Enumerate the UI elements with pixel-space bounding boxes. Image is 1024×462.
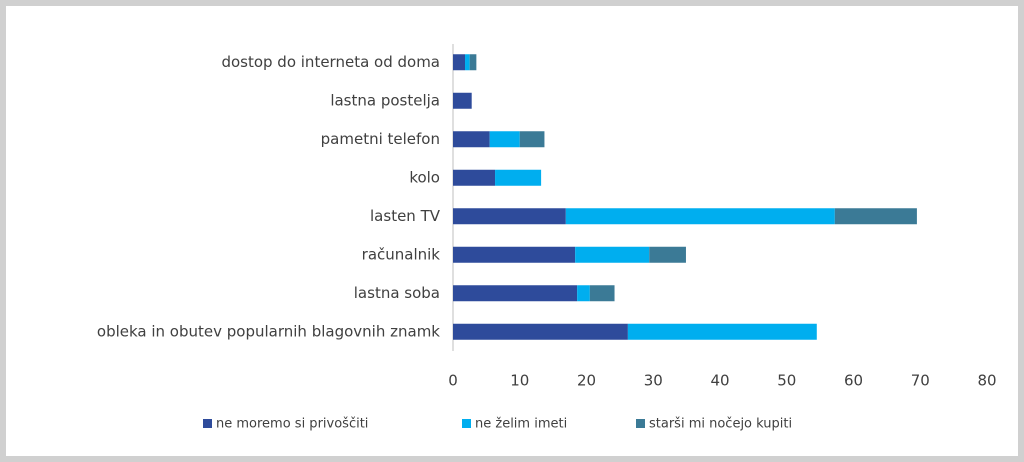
bar-segment bbox=[453, 54, 466, 71]
y-tick-label: dostop do interneta od doma bbox=[221, 53, 440, 71]
y-tick-label: lastna postelja bbox=[330, 91, 440, 109]
bar-segment bbox=[453, 131, 490, 148]
bar-segment bbox=[489, 131, 520, 148]
legend-label: ne želim imeti bbox=[475, 417, 567, 432]
x-tick-label: 10 bbox=[510, 372, 529, 390]
bar-segment bbox=[649, 246, 686, 263]
bar-segment bbox=[453, 208, 566, 225]
bar-segment bbox=[575, 246, 650, 263]
x-tick-label: 60 bbox=[844, 372, 863, 390]
x-tick-label: 30 bbox=[644, 372, 663, 390]
bar-segment bbox=[453, 169, 496, 186]
bar-segment bbox=[565, 208, 835, 225]
legend-label: starši mi nočejo kupiti bbox=[649, 417, 792, 432]
y-tick-label: računalnik bbox=[362, 245, 441, 263]
y-tick-label: kolo bbox=[409, 168, 440, 186]
bar-segment bbox=[469, 54, 477, 71]
y-tick-label: lastna soba bbox=[354, 284, 440, 302]
x-tick-label: 40 bbox=[710, 372, 729, 390]
legend-swatch bbox=[462, 419, 471, 428]
legend-label: ne moremo si privoščiti bbox=[216, 417, 368, 432]
y-tick-label: pametni telefon bbox=[321, 130, 440, 148]
y-tick-label: lasten TV bbox=[370, 207, 441, 225]
bar-segment bbox=[834, 208, 917, 225]
y-tick-label: obleka in obutev popularnih blagovnih zn… bbox=[97, 322, 440, 340]
bar-segment bbox=[519, 131, 545, 148]
bar-segment bbox=[627, 323, 817, 340]
legend-swatch bbox=[203, 419, 212, 428]
bar-segment bbox=[465, 54, 470, 71]
bar-segment bbox=[589, 285, 615, 302]
x-tick-label: 20 bbox=[577, 372, 596, 390]
legend-swatch bbox=[636, 419, 645, 428]
bar-segment bbox=[577, 285, 590, 302]
x-tick-label: 50 bbox=[777, 372, 796, 390]
bar-segment bbox=[453, 323, 628, 340]
bar-segment bbox=[453, 92, 472, 109]
bar-segment bbox=[453, 285, 578, 302]
bar-segment bbox=[495, 169, 542, 186]
bar-segment bbox=[453, 246, 576, 263]
x-tick-label: 0 bbox=[448, 372, 458, 390]
x-tick-label: 80 bbox=[977, 372, 996, 390]
x-tick-label: 70 bbox=[911, 372, 930, 390]
